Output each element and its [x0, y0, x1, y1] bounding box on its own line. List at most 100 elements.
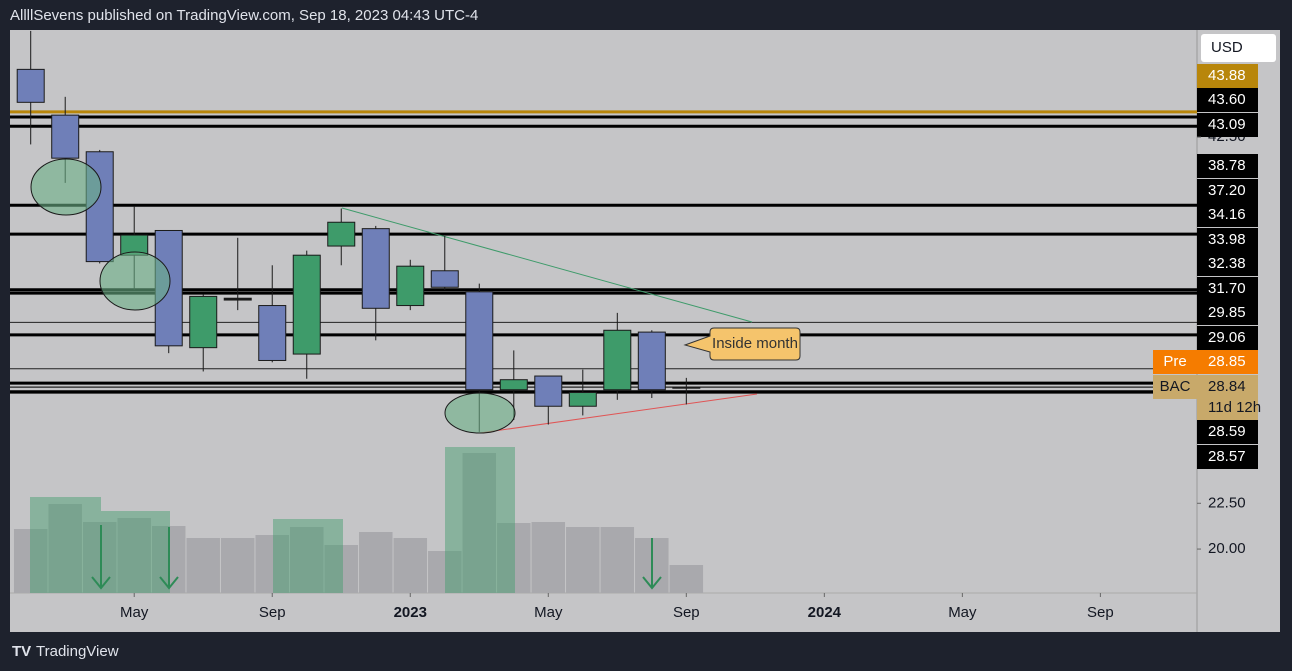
volume-bar — [324, 545, 359, 593]
candle-body — [672, 386, 701, 389]
candle-body — [361, 228, 390, 309]
highlights — [30, 447, 662, 593]
callout — [683, 327, 801, 361]
candle-body — [327, 221, 356, 247]
price-label-bg — [1197, 88, 1258, 112]
volume-bar — [82, 522, 117, 593]
price-label: 43.09 — [1208, 116, 1246, 133]
volume-bar — [566, 527, 600, 593]
y-tick-label: 22.50 — [1208, 494, 1246, 511]
price-label-bg — [1197, 420, 1258, 444]
x-tick-label: May — [120, 604, 149, 621]
candle-body — [292, 254, 321, 355]
volume-pane — [13, 453, 704, 593]
price-lines — [10, 110, 1197, 394]
price-label-bg — [1197, 154, 1258, 178]
x-tick-label: Sep — [673, 604, 700, 621]
price-label-bg — [1197, 113, 1258, 137]
price-label: 28.84 — [1208, 378, 1246, 395]
volume-bar — [186, 538, 220, 593]
arrow — [159, 527, 179, 590]
volume-bar — [359, 532, 393, 593]
candle-body — [51, 114, 80, 159]
candle-body — [637, 331, 666, 391]
trend-line — [341, 207, 753, 323]
volume-bar — [600, 527, 635, 593]
highlight — [273, 519, 343, 593]
price-label: 34.16 — [1208, 206, 1246, 223]
volume-bar — [531, 522, 566, 593]
tag: BAC — [1160, 378, 1191, 395]
volume-bar — [13, 529, 48, 593]
price-label-bg — [1197, 326, 1258, 350]
volume-bar — [117, 518, 151, 593]
countdown: 11d 12h — [1208, 399, 1261, 416]
axes: 42.5022.5020.0043.8843.6043.0938.7837.20… — [120, 64, 1261, 621]
x-tick-label: Sep — [1087, 604, 1114, 621]
candle-body — [534, 375, 563, 407]
y-tick-label: 20.00 — [1208, 540, 1246, 557]
volume-bar — [393, 538, 428, 593]
highlight — [445, 447, 515, 593]
price-label: 29.06 — [1208, 329, 1246, 346]
price-label: 38.78 — [1208, 157, 1246, 174]
candle-body — [603, 329, 632, 391]
ellipse — [30, 158, 102, 216]
volume-bar — [497, 523, 531, 593]
tag-bg — [1153, 350, 1197, 374]
price-label-bg — [1197, 228, 1258, 252]
tag-bg — [1153, 375, 1197, 399]
volume-bar — [462, 453, 497, 593]
price-label: 33.98 — [1208, 231, 1246, 248]
volume-bar — [48, 504, 82, 593]
price-label: 32.38 — [1208, 255, 1246, 272]
price-label-bg — [1197, 252, 1258, 276]
candle-body — [189, 295, 218, 349]
price-label-bg — [1197, 350, 1258, 374]
candle-body — [16, 68, 45, 103]
volume-bar — [220, 538, 255, 593]
x-tick-label: 2023 — [394, 604, 427, 621]
x-tick-label: Sep — [259, 604, 286, 621]
arrow — [642, 538, 662, 590]
x-tick-label: May — [948, 604, 977, 621]
volume-bar — [255, 535, 289, 593]
price-label: 28.85 — [1208, 353, 1246, 370]
price-label-bg — [1197, 64, 1258, 88]
price-label: 37.20 — [1208, 182, 1246, 199]
arrow — [91, 525, 111, 590]
footer-brand: TradingView — [36, 643, 119, 660]
highlight — [101, 511, 170, 593]
price-label: 31.70 — [1208, 280, 1246, 297]
currency-box — [1201, 34, 1276, 62]
logo-mark: TV — [12, 643, 31, 660]
candle-body — [223, 297, 252, 301]
header: AllllSevens published on TradingView.com… — [10, 7, 478, 24]
volume-bar — [669, 565, 704, 593]
candle-body — [430, 270, 459, 288]
price-label-bg — [1197, 277, 1258, 301]
callout-text: Inside month — [712, 335, 798, 352]
highlight — [30, 497, 101, 593]
price-label-bg — [1197, 203, 1258, 227]
x-tick-label: 2024 — [808, 604, 842, 621]
price-label-bg — [1197, 301, 1258, 325]
trend-line — [479, 393, 758, 434]
candle-body — [499, 379, 528, 391]
price-label: 43.88 — [1208, 67, 1246, 84]
price-label-bg — [1197, 375, 1258, 420]
volume-bar — [428, 551, 462, 593]
plot-bg — [10, 30, 1280, 632]
volume-bar — [289, 527, 324, 593]
price-label: 43.60 — [1208, 91, 1246, 108]
ellipses — [30, 158, 516, 434]
price-label: 29.85 — [1208, 304, 1246, 321]
x-tick-label: May — [534, 604, 563, 621]
tag: Pre — [1163, 353, 1186, 370]
ellipse — [444, 392, 516, 434]
candle-body — [568, 392, 597, 407]
candle-body — [396, 265, 425, 307]
candle-body — [465, 291, 494, 391]
candles — [16, 30, 701, 432]
